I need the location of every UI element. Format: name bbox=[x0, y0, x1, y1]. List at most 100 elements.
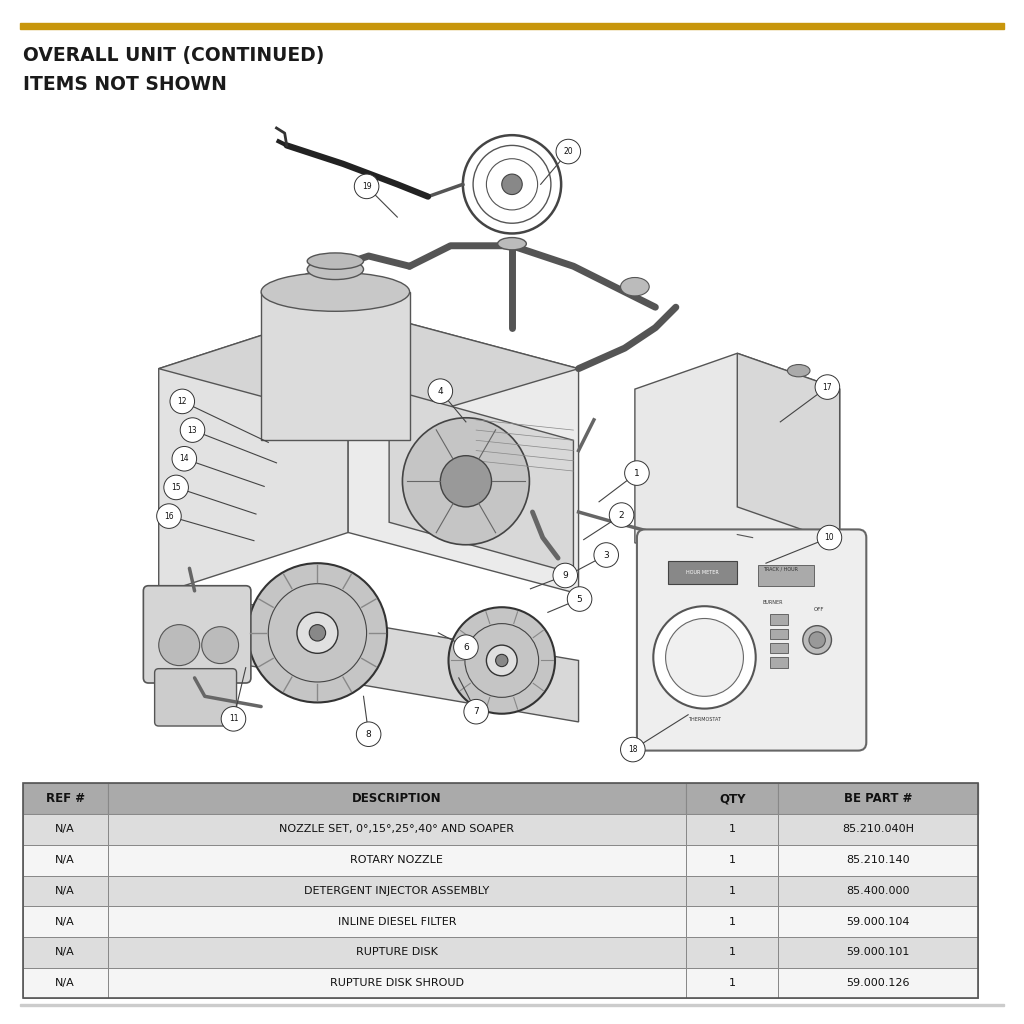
Bar bbox=[108, 968, 686, 998]
Ellipse shape bbox=[307, 253, 364, 269]
Ellipse shape bbox=[498, 238, 526, 250]
Bar bbox=[778, 814, 978, 845]
Text: 59.000.104: 59.000.104 bbox=[846, 916, 910, 927]
Circle shape bbox=[172, 446, 197, 471]
Bar bbox=[778, 845, 978, 876]
Text: 17: 17 bbox=[822, 383, 833, 391]
Text: N/A: N/A bbox=[55, 824, 75, 835]
Polygon shape bbox=[159, 307, 348, 594]
Text: 1: 1 bbox=[729, 824, 735, 835]
Circle shape bbox=[356, 722, 381, 746]
Ellipse shape bbox=[307, 259, 364, 280]
Ellipse shape bbox=[261, 272, 410, 311]
Polygon shape bbox=[159, 589, 169, 650]
Text: 3: 3 bbox=[603, 551, 609, 559]
Circle shape bbox=[180, 418, 205, 442]
Circle shape bbox=[221, 707, 246, 731]
Text: NOZZLE SET, 0°,15°,25°,40° AND SOAPER: NOZZLE SET, 0°,15°,25°,40° AND SOAPER bbox=[280, 824, 514, 835]
Bar bbox=[23, 876, 108, 906]
Text: 9: 9 bbox=[562, 571, 568, 580]
Circle shape bbox=[496, 654, 508, 667]
Bar bbox=[108, 814, 686, 845]
Ellipse shape bbox=[787, 365, 810, 377]
Circle shape bbox=[464, 699, 488, 724]
Text: OFF: OFF bbox=[814, 607, 824, 611]
Text: 1: 1 bbox=[729, 855, 735, 865]
Bar bbox=[108, 783, 686, 814]
Polygon shape bbox=[348, 307, 579, 594]
Polygon shape bbox=[159, 589, 579, 722]
Polygon shape bbox=[159, 307, 579, 428]
Bar bbox=[770, 614, 788, 625]
Bar bbox=[23, 845, 108, 876]
Text: INLINE DIESEL FILTER: INLINE DIESEL FILTER bbox=[338, 916, 456, 927]
Bar bbox=[686, 783, 778, 814]
Bar bbox=[686, 937, 778, 968]
Circle shape bbox=[297, 612, 338, 653]
Text: 85.210.040H: 85.210.040H bbox=[842, 824, 914, 835]
Bar bbox=[778, 783, 978, 814]
Text: 4: 4 bbox=[437, 387, 443, 395]
Circle shape bbox=[594, 543, 618, 567]
Text: 11: 11 bbox=[228, 715, 239, 723]
Text: 1: 1 bbox=[729, 886, 735, 896]
Bar bbox=[668, 561, 737, 584]
Circle shape bbox=[817, 525, 842, 550]
Polygon shape bbox=[389, 389, 573, 573]
Text: ITEMS NOT SHOWN: ITEMS NOT SHOWN bbox=[23, 75, 226, 94]
Circle shape bbox=[402, 418, 529, 545]
Text: ROTARY NOZZLE: ROTARY NOZZLE bbox=[350, 855, 443, 865]
Circle shape bbox=[567, 587, 592, 611]
FancyBboxPatch shape bbox=[155, 669, 237, 726]
Bar bbox=[23, 814, 108, 845]
Text: TRACK / HOUR: TRACK / HOUR bbox=[763, 567, 798, 571]
Bar bbox=[686, 906, 778, 937]
Circle shape bbox=[157, 504, 181, 528]
Text: 14: 14 bbox=[179, 455, 189, 463]
Circle shape bbox=[248, 563, 387, 702]
Text: RUPTURE DISK: RUPTURE DISK bbox=[356, 947, 437, 957]
Circle shape bbox=[170, 389, 195, 414]
Text: 16: 16 bbox=[164, 512, 174, 520]
Circle shape bbox=[653, 606, 756, 709]
Text: 85.210.140: 85.210.140 bbox=[846, 855, 910, 865]
Circle shape bbox=[621, 737, 645, 762]
Text: 85.400.000: 85.400.000 bbox=[846, 886, 910, 896]
Bar bbox=[770, 629, 788, 639]
Text: N/A: N/A bbox=[55, 886, 75, 896]
Text: 1: 1 bbox=[729, 916, 735, 927]
Text: THERMOSTAT: THERMOSTAT bbox=[688, 717, 721, 722]
Circle shape bbox=[309, 625, 326, 641]
Text: OVERALL UNIT (CONTINUED): OVERALL UNIT (CONTINUED) bbox=[23, 46, 324, 66]
Bar bbox=[686, 845, 778, 876]
Text: N/A: N/A bbox=[55, 947, 75, 957]
Text: 13: 13 bbox=[187, 426, 198, 434]
Bar bbox=[23, 968, 108, 998]
Bar bbox=[686, 814, 778, 845]
Text: DESCRIPTION: DESCRIPTION bbox=[352, 793, 441, 805]
Circle shape bbox=[449, 607, 555, 714]
Text: RUPTURE DISK SHROUD: RUPTURE DISK SHROUD bbox=[330, 978, 464, 988]
Circle shape bbox=[609, 503, 634, 527]
Bar bbox=[23, 783, 978, 814]
Circle shape bbox=[164, 475, 188, 500]
Bar bbox=[20, 1004, 1004, 1006]
Text: 59.000.101: 59.000.101 bbox=[847, 947, 909, 957]
Polygon shape bbox=[261, 292, 410, 440]
Text: 1: 1 bbox=[634, 469, 640, 477]
Bar bbox=[778, 906, 978, 937]
Bar bbox=[758, 565, 814, 586]
Bar bbox=[108, 845, 686, 876]
Text: 12: 12 bbox=[177, 397, 187, 406]
Bar bbox=[778, 937, 978, 968]
Text: HOUR METER: HOUR METER bbox=[686, 570, 719, 574]
Bar bbox=[686, 876, 778, 906]
Bar bbox=[778, 876, 978, 906]
Circle shape bbox=[202, 627, 239, 664]
Text: N/A: N/A bbox=[55, 978, 75, 988]
Circle shape bbox=[809, 632, 825, 648]
Text: 8: 8 bbox=[366, 730, 372, 738]
Bar bbox=[770, 643, 788, 653]
Circle shape bbox=[502, 174, 522, 195]
Bar bbox=[23, 783, 978, 998]
